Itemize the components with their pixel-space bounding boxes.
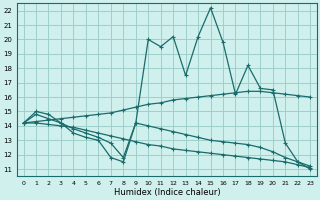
X-axis label: Humidex (Indice chaleur): Humidex (Indice chaleur) (114, 188, 220, 197)
